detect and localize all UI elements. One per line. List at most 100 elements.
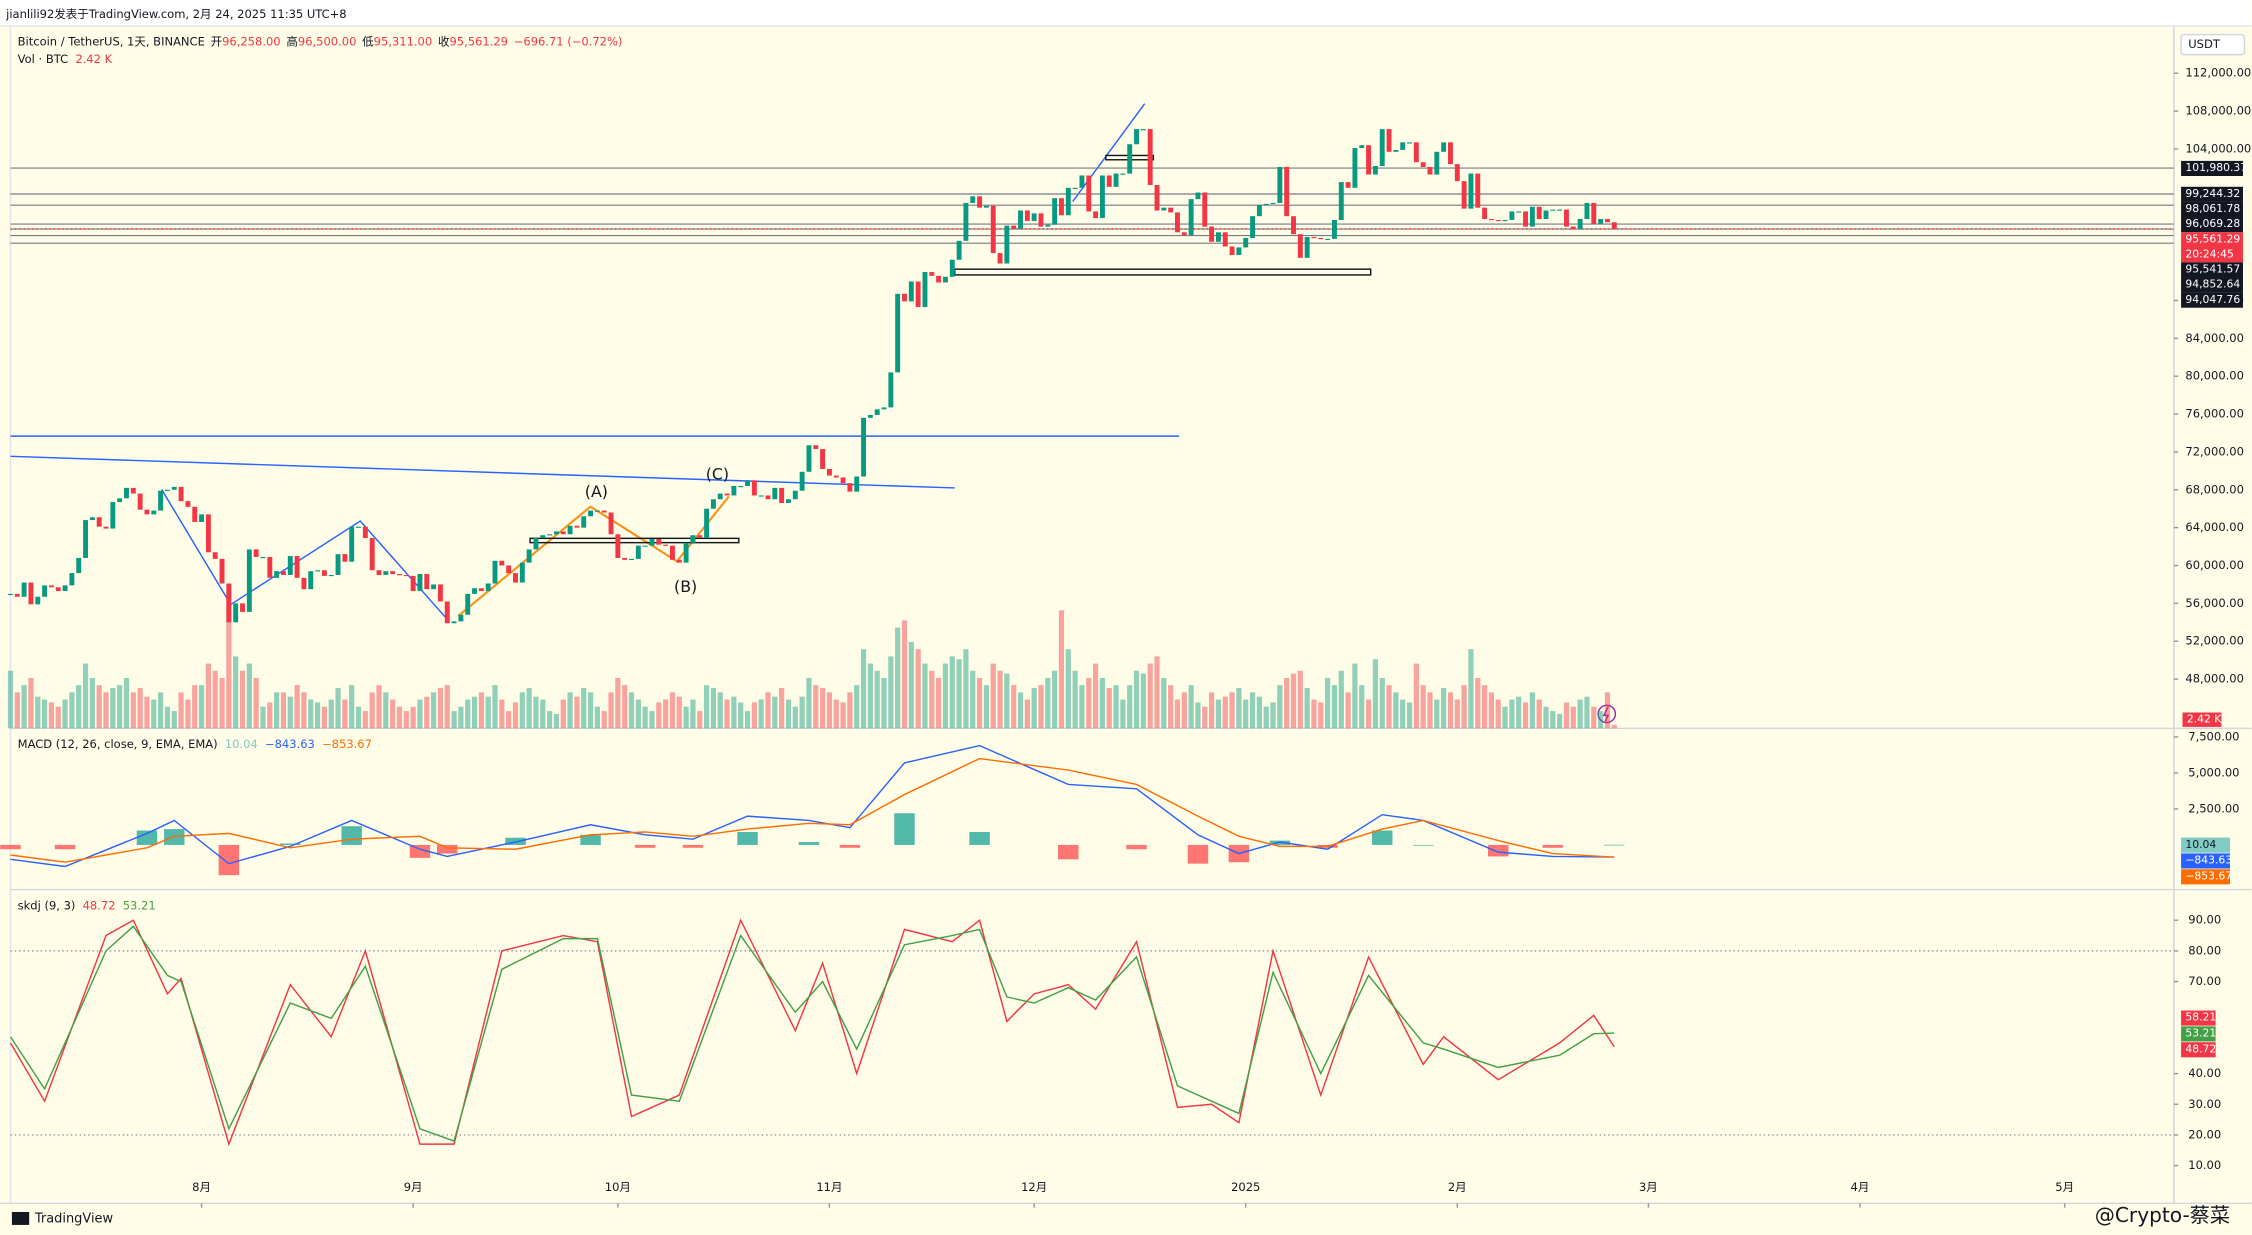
volume-bar xyxy=(574,696,580,729)
candle xyxy=(826,468,832,476)
volume-bar xyxy=(233,656,239,729)
volume-bar xyxy=(355,706,362,729)
candle xyxy=(792,490,798,500)
price-label: 101,980.37 xyxy=(2185,161,2247,174)
macd-histogram xyxy=(839,844,861,848)
candle xyxy=(137,493,143,510)
ohlc-value: 96,258.00 xyxy=(222,34,281,48)
volume-bar xyxy=(813,685,819,729)
skdj-label-bg xyxy=(2181,1042,2216,1058)
macd-histogram xyxy=(634,844,656,848)
candle xyxy=(724,493,730,496)
volume-bar xyxy=(792,706,798,729)
volume-bar xyxy=(28,677,34,729)
volume-bar xyxy=(785,699,792,729)
candle xyxy=(42,585,48,597)
candle xyxy=(547,534,553,536)
volume-bar xyxy=(383,692,389,729)
y-tick-label: 48,000.00 xyxy=(2185,672,2244,686)
volume-bar xyxy=(1318,702,1324,729)
volume-bar xyxy=(1297,670,1303,729)
currency[interactable]: USDT xyxy=(2188,37,2221,51)
candle xyxy=(362,526,368,539)
volume-bar xyxy=(867,663,873,729)
volume-bar xyxy=(55,706,61,729)
volume-bar xyxy=(1522,702,1529,729)
candle xyxy=(608,512,614,535)
volume-bar xyxy=(1031,688,1037,729)
alert-icon[interactable] xyxy=(1597,704,1617,724)
candle xyxy=(915,281,921,308)
candle xyxy=(833,475,839,478)
candle xyxy=(1495,219,1501,222)
volume-bar xyxy=(499,699,505,729)
candle xyxy=(301,577,307,590)
candle xyxy=(424,574,430,590)
ohlc-label: 收 xyxy=(438,34,450,48)
ohlc-label: 低 xyxy=(362,34,374,48)
skdj-k-value: 48.72 xyxy=(83,898,116,912)
candle xyxy=(110,502,116,529)
candle xyxy=(526,549,532,563)
candle xyxy=(1427,166,1433,175)
volume-bar xyxy=(1140,673,1146,729)
candle xyxy=(690,535,696,543)
volume-bar xyxy=(1454,699,1460,729)
price-label: 94,047.76 xyxy=(2185,293,2240,306)
candle xyxy=(847,483,853,492)
candle xyxy=(1154,184,1160,211)
candle xyxy=(540,535,546,539)
candle xyxy=(199,514,205,522)
volume-bar xyxy=(1256,696,1262,729)
candle xyxy=(902,293,907,302)
alert-icon[interactable] xyxy=(1602,706,1610,722)
volume-bar xyxy=(198,685,205,729)
candle xyxy=(874,409,880,415)
volume-bar xyxy=(1092,663,1099,729)
top-bar xyxy=(0,0,2252,26)
candle xyxy=(635,545,641,559)
volume-bar xyxy=(581,688,587,729)
volume-bar xyxy=(976,677,983,729)
volume-bar xyxy=(847,692,853,729)
candle xyxy=(1113,173,1119,187)
volume-bar xyxy=(21,685,27,729)
volume-bar xyxy=(390,699,396,729)
wave-label: (B) xyxy=(674,577,697,596)
candle xyxy=(342,554,348,562)
candle xyxy=(1311,237,1317,239)
volume-bar xyxy=(362,711,368,729)
volume-bar xyxy=(144,696,150,729)
volume-bar xyxy=(471,696,478,729)
candle xyxy=(751,480,757,496)
candle xyxy=(594,510,600,512)
volume-bar xyxy=(1577,699,1583,729)
candle xyxy=(485,583,491,592)
price-label-bg xyxy=(2181,160,2243,177)
x-tick-label: 4月 xyxy=(1851,1180,1870,1194)
volume-bar xyxy=(1311,699,1317,729)
volume-bar xyxy=(806,677,812,729)
volume-bar xyxy=(1133,670,1140,729)
macd-histogram xyxy=(1412,844,1434,846)
price-label-bg xyxy=(2181,277,2243,293)
candle xyxy=(403,574,409,577)
x-tick-label: 5月 xyxy=(2055,1180,2074,1194)
candle xyxy=(731,485,737,496)
candle xyxy=(567,525,573,535)
volume-bar xyxy=(410,706,416,729)
candle xyxy=(458,614,464,622)
volume-bar xyxy=(594,706,600,729)
change: −696.71 (−0.72%) xyxy=(514,34,623,48)
volume-bar xyxy=(663,699,669,729)
currency-box[interactable] xyxy=(2180,33,2246,56)
volume-bar xyxy=(1604,692,1611,729)
candle xyxy=(1099,175,1105,219)
volume-bar xyxy=(1359,685,1365,729)
price-label-bg xyxy=(2181,292,2243,308)
skdj-d-value: 53.21 xyxy=(123,898,156,912)
volume-bar xyxy=(1468,649,1474,729)
signal-value: −853.67 xyxy=(322,737,372,751)
price-label-bg xyxy=(2181,262,2243,278)
price-label: 98,061.78 xyxy=(2185,202,2240,215)
